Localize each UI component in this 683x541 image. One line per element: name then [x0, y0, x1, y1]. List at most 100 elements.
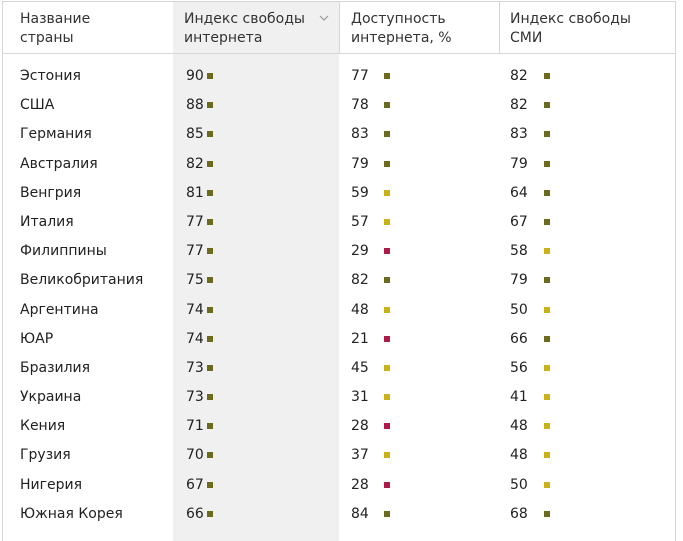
internet-access-value: 57: [351, 213, 369, 230]
country-cell: Украина: [20, 389, 82, 406]
rating-marker-icon: [384, 189, 390, 196]
internet-access-value: 48: [351, 301, 369, 318]
internet-freedom-value: 70: [186, 447, 204, 464]
sorted-column-highlight: [173, 2, 339, 541]
internet-access-value: 21: [351, 330, 369, 347]
rating-marker-icon: [384, 306, 390, 313]
table-row: Аргентина 74 48 50: [3, 296, 675, 325]
rating-marker-icon: [384, 131, 390, 138]
rating-marker-icon: [207, 160, 213, 167]
country-cell: США: [20, 97, 55, 114]
country-cell: Филиппины: [20, 243, 107, 260]
internet-freedom-value: 75: [186, 272, 204, 289]
press-freedom-value: 48: [510, 447, 528, 464]
header-press-freedom-line2: СМИ: [510, 30, 543, 46]
rating-marker-icon: [384, 277, 390, 284]
country-cell: Италия: [20, 213, 74, 230]
press-freedom-value: 66: [510, 330, 528, 347]
rating-marker-icon: [207, 73, 213, 79]
rating-marker-icon: [384, 452, 390, 459]
press-freedom-value: 79: [510, 155, 528, 172]
header-internet-access-line2: интернета, %: [351, 30, 452, 46]
internet-freedom-value: 71: [186, 418, 204, 435]
rating-marker-icon: [207, 189, 213, 196]
internet-freedom-value: 66: [186, 505, 204, 522]
rating-marker-icon: [207, 335, 213, 342]
internet-access-value: 28: [351, 476, 369, 493]
press-freedom-value: 83: [510, 126, 528, 143]
rating-marker-icon: [544, 510, 550, 517]
table-row: Кения 71 28 48: [3, 412, 675, 441]
internet-access-value: 37: [351, 447, 369, 464]
rating-marker-icon: [207, 481, 213, 488]
internet-freedom-value: 81: [186, 184, 204, 201]
table-row: Украина 73 31 41: [3, 383, 675, 412]
internet-freedom-value: 74: [186, 330, 204, 347]
country-cell: Южная Корея: [20, 505, 123, 522]
header-internet-access-line1: Доступность: [351, 11, 446, 27]
table-row: Нигерия 67 28 50: [3, 471, 675, 500]
table-row: Эстония 90 77 82: [3, 62, 675, 91]
country-cell: Нигерия: [20, 476, 83, 493]
rating-marker-icon: [544, 160, 550, 167]
rating-marker-icon: [207, 364, 213, 371]
rating-marker-icon: [384, 394, 390, 401]
press-freedom-value: 56: [510, 359, 528, 376]
rating-marker-icon: [544, 248, 550, 255]
rating-marker-icon: [384, 248, 390, 255]
header-internet-freedom-line2: интернета: [184, 30, 263, 46]
header-internet-access[interactable]: Доступность интернета, %: [339, 2, 499, 53]
header-internet-freedom[interactable]: Индекс свободы интернета: [173, 2, 339, 53]
internet-freedom-value: 82: [186, 155, 204, 172]
rating-marker-icon: [384, 364, 390, 371]
table-row: Австралия 82 79 79: [3, 150, 675, 179]
rating-marker-icon: [384, 160, 390, 167]
header-press-freedom-line1: Индекс свободы: [510, 11, 631, 27]
header-press-freedom[interactable]: Индекс свободы СМИ: [499, 2, 675, 53]
country-cell: ЮАР: [20, 330, 54, 347]
internet-freedom-value: 73: [186, 389, 204, 406]
rating-marker-icon: [207, 102, 213, 109]
table-body: Эстония 90 77 82 США 88 78 82 Германия 85 83 83 Авст…: [3, 62, 675, 529]
table-row: Германия 85 83 83: [3, 120, 675, 149]
press-freedom-value: 82: [510, 97, 528, 114]
internet-freedom-value: 67: [186, 476, 204, 493]
country-cell: Венгрия: [20, 184, 82, 201]
rating-marker-icon: [207, 394, 213, 401]
internet-access-value: 59: [351, 184, 369, 201]
rating-marker-icon: [207, 452, 213, 459]
press-freedom-value: 58: [510, 243, 528, 260]
rating-marker-icon: [544, 335, 550, 342]
header-internet-freedom-line1: Индекс свободы: [184, 11, 305, 27]
internet-access-value: 82: [351, 272, 369, 289]
rating-marker-icon: [544, 73, 550, 79]
internet-freedom-value: 88: [186, 97, 204, 114]
internet-access-value: 83: [351, 126, 369, 143]
rating-marker-icon: [207, 510, 213, 517]
internet-access-value: 84: [351, 505, 369, 522]
press-freedom-value: 48: [510, 418, 528, 435]
press-freedom-value: 68: [510, 505, 528, 522]
internet-access-value: 28: [351, 418, 369, 435]
table-row: Великобритания 75 82 79: [3, 266, 675, 295]
header-country[interactable]: Название страны: [20, 2, 170, 53]
internet-access-value: 31: [351, 389, 369, 406]
rating-marker-icon: [384, 423, 390, 430]
table-row: США 88 78 82: [3, 91, 675, 120]
country-cell: Германия: [20, 126, 92, 143]
country-cell: Кения: [20, 418, 66, 435]
table-row: Венгрия 81 59 64: [3, 179, 675, 208]
header-country-line1: Название: [20, 11, 91, 27]
press-freedom-value: 82: [510, 68, 528, 84]
chevron-down-icon[interactable]: [319, 14, 329, 22]
rating-marker-icon: [544, 189, 550, 196]
internet-access-value: 77: [351, 68, 369, 84]
rating-marker-icon: [544, 364, 550, 371]
table-row: Южная Корея 66 84 68: [3, 500, 675, 529]
rating-marker-icon: [384, 481, 390, 488]
rating-marker-icon: [544, 131, 550, 138]
country-cell: Австралия: [20, 155, 98, 172]
table-row: Италия 77 57 67: [3, 208, 675, 237]
rating-marker-icon: [384, 335, 390, 342]
